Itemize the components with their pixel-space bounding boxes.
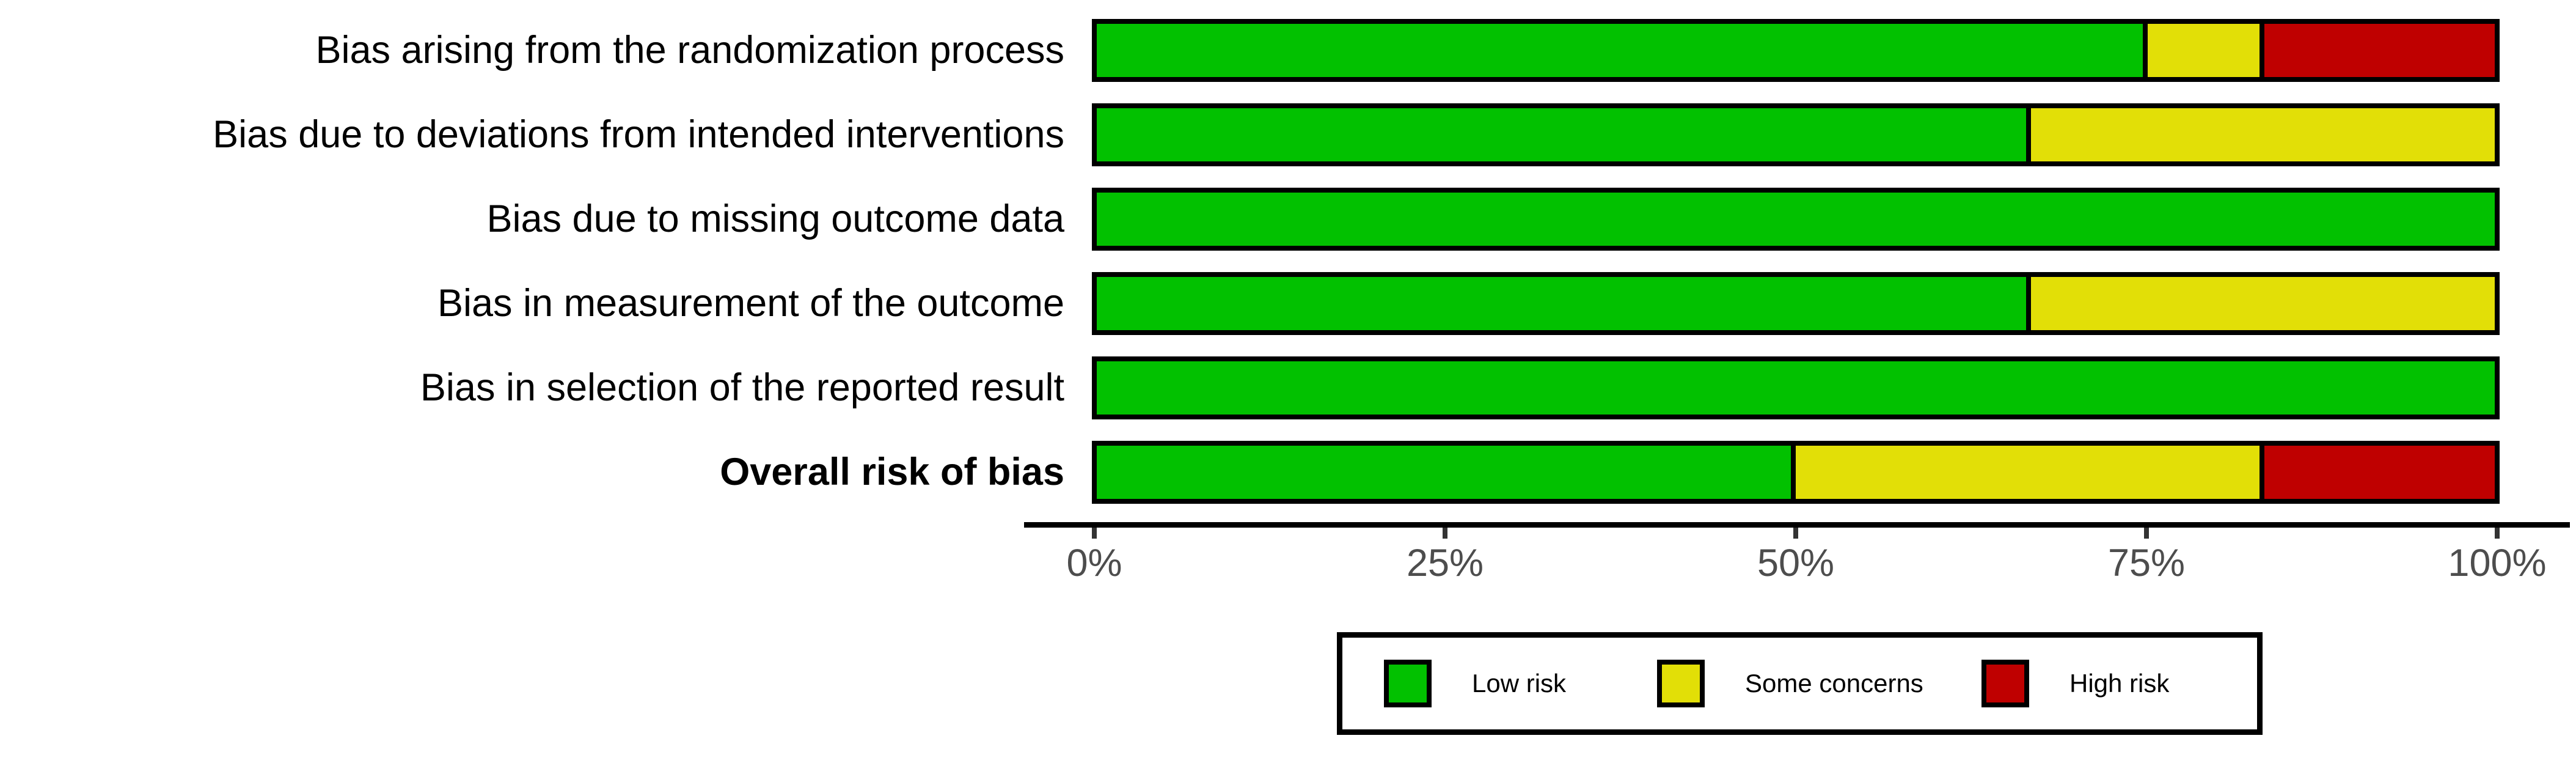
bar-segment-low-risk [1092, 103, 2031, 166]
legend-label: High risk [2069, 669, 2170, 698]
stacked-bar [1092, 441, 2500, 504]
bar-segment-some-concerns [2148, 19, 2265, 82]
axis-tick-label: 25% [1406, 542, 1484, 584]
stacked-bar [1092, 272, 2500, 335]
axis-tick-mark [1443, 528, 1447, 539]
axis-tick-label: 50% [1757, 542, 1835, 584]
chart-row: Bias due to deviations from intended int… [0, 103, 2500, 166]
bar-segment-low-risk [1092, 356, 2500, 419]
x-axis-line [1024, 522, 2570, 528]
category-label: Bias due to missing outcome data [486, 197, 1064, 241]
chart-row: Bias in measurement of the outcome [0, 272, 2500, 335]
bar-segment-low-risk [1092, 272, 2031, 335]
axis-tick-mark [2144, 528, 2149, 539]
chart-row: Bias due to missing outcome data [0, 188, 2500, 251]
chart-row: Overall risk of bias [0, 441, 2500, 504]
category-label: Bias arising from the randomization proc… [315, 29, 1064, 72]
bar-segment-high-risk [2264, 441, 2500, 504]
axis-tick-label: 100% [2448, 542, 2547, 584]
axis-tick-mark [1793, 528, 1798, 539]
chart-row: Bias in selection of the reported result [0, 356, 2500, 419]
legend-swatch-high-risk [1981, 660, 2029, 707]
bar-segment-low-risk [1092, 19, 2148, 82]
category-label: Bias due to deviations from intended int… [213, 113, 1064, 157]
axis-tick-label: 0% [1066, 542, 1122, 584]
axis-tick-label: 75% [2107, 542, 2186, 584]
stacked-bar [1092, 188, 2500, 251]
bar-segment-some-concerns [2030, 103, 2500, 166]
axis-tick-mark [2495, 528, 2500, 539]
legend-swatch-low-risk [1384, 660, 1432, 707]
bar-segment-low-risk [1092, 441, 1796, 504]
axis-tick-mark [1092, 528, 1097, 539]
legend-swatch-some-concerns [1657, 660, 1705, 707]
category-label: Overall risk of bias [720, 451, 1064, 494]
stacked-bar [1092, 356, 2500, 419]
bar-segment-high-risk [2264, 19, 2500, 82]
stacked-bar [1092, 19, 2500, 82]
category-label: Bias in measurement of the outcome [437, 282, 1064, 325]
bar-segment-some-concerns [2030, 272, 2500, 335]
bar-segment-low-risk [1092, 188, 2500, 251]
bar-segment-some-concerns [1796, 441, 2265, 504]
chart-row: Bias arising from the randomization proc… [0, 19, 2500, 82]
stacked-bar [1092, 103, 2500, 166]
legend-label: Some concerns [1745, 669, 1923, 698]
legend-label: Low risk [1472, 669, 1567, 698]
legend-entry-some-concerns: Some concerns [1657, 638, 1923, 729]
legend-entry-high-risk: High risk [1981, 638, 2169, 729]
legend-entry-low-risk: Low risk [1384, 638, 1566, 729]
legend-box: Low risk Some concerns High risk [1337, 632, 2263, 735]
category-label: Bias in selection of the reported result [420, 366, 1064, 410]
